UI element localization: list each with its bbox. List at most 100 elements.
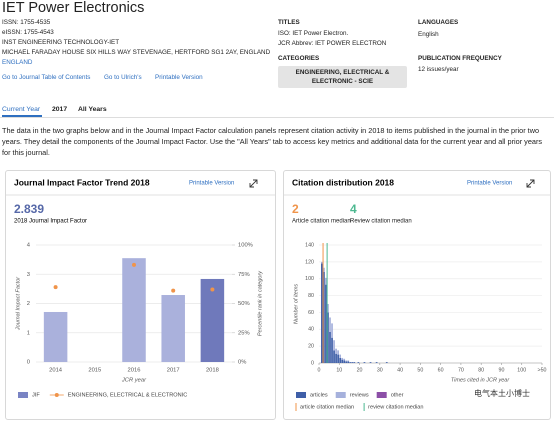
- address: MICHAEL FARADAY HOUSE SIX HILLS WAY STEV…: [2, 49, 271, 56]
- printable-link[interactable]: Printable Version: [467, 181, 512, 187]
- median-label: Review citation median: [350, 219, 412, 225]
- hist-bar: [323, 267, 325, 272]
- tab-underline: [2, 115, 42, 117]
- hist-bar: [337, 354, 339, 363]
- hist-bar: [325, 284, 327, 363]
- x-tick-label: 2017: [167, 368, 180, 374]
- y-tick-label: 3: [27, 272, 30, 278]
- tab[interactable]: 2017: [52, 106, 68, 113]
- hist-bar: [345, 360, 348, 362]
- y-tick-label: 120: [305, 259, 314, 265]
- y-tick-label: 60: [308, 310, 314, 316]
- printable-link[interactable]: Printable Version: [189, 181, 234, 187]
- hist-bar: [375, 362, 378, 363]
- legend-swatch: [335, 392, 346, 398]
- hist-bar: [321, 263, 323, 363]
- tab[interactable]: Current Year: [2, 106, 41, 113]
- tab[interactable]: All Years: [78, 106, 107, 113]
- hist-bar: [327, 312, 329, 363]
- citation-chart: Citation distribution 2018 Printable Ver…: [284, 177, 550, 411]
- y-tick-label: 20: [308, 344, 314, 350]
- hist-bar: [345, 361, 348, 363]
- x-tick-label: 100: [517, 367, 526, 373]
- hist-bar: [335, 353, 337, 363]
- eissn: eISSN: 1755-4543: [2, 29, 54, 36]
- x-tick-label: 2018: [206, 368, 219, 374]
- hist-bar: [343, 358, 346, 361]
- hist-bar: [325, 277, 327, 285]
- y2-tick-label: 25%: [238, 330, 250, 336]
- percentile-dot: [132, 262, 136, 267]
- legend-label: other: [391, 392, 404, 398]
- expand-icon[interactable]: [526, 179, 535, 188]
- hist-bar: [327, 304, 329, 313]
- x-tick-label: 60: [438, 367, 444, 373]
- legend-label: ENGINEERING, ELECTRICAL & ELECTRONIC: [68, 392, 187, 398]
- legend-label: JIF: [32, 392, 40, 398]
- x-tick-label: 0: [318, 367, 321, 373]
- category-chip[interactable]: ENGINEERING, ELECTRICAL & ELECTRONIC - S…: [278, 66, 407, 88]
- link[interactable]: Go to Journal Table of Contents: [2, 74, 91, 81]
- hist-bar: [333, 350, 335, 363]
- panel: Journal Impact Factor Trend 2018 Printab…: [5, 170, 276, 420]
- country: ENGLAND: [2, 59, 33, 66]
- hist-bar: [369, 362, 372, 363]
- y-axis-label: Number of items: [293, 284, 299, 325]
- y-axis-label: Journal Impact Factor: [15, 276, 21, 331]
- hist-bar: [349, 362, 352, 363]
- watermark: 电气本土小博士: [474, 389, 530, 398]
- bar: [43, 311, 68, 362]
- divider: [0, 117, 554, 118]
- heading: TITLES: [278, 19, 300, 26]
- x-tick-label: 80: [478, 367, 484, 373]
- y-tick-label: 140: [305, 242, 314, 248]
- hist-bar: [363, 362, 366, 363]
- link[interactable]: Go to Ulrich's: [104, 74, 142, 81]
- hist-bar: [339, 354, 341, 358]
- jif-label: 2018 Journal Impact Factor: [14, 219, 87, 225]
- bar: [161, 295, 185, 362]
- hist-bar: [385, 362, 388, 363]
- y2-tick-label: 100%: [238, 243, 253, 249]
- hist-bar: [339, 357, 341, 363]
- median-value: 2: [292, 202, 299, 216]
- x-tick-label: 2016: [128, 368, 141, 374]
- hist-bar: [329, 331, 331, 363]
- heading: PUBLICATION FREQUENCY: [418, 55, 502, 62]
- legend-swatch: [54, 393, 59, 397]
- link[interactable]: Printable Version: [155, 74, 203, 81]
- x-tick-label: 50: [417, 367, 423, 373]
- y-tick-label: 100: [305, 276, 314, 282]
- title-iso: ISO: IET Power Electron.: [278, 30, 349, 37]
- legend-label: review citation median: [368, 404, 423, 410]
- hist-bar: [347, 361, 350, 363]
- x-tick-label: 70: [458, 367, 464, 373]
- heading: LANGUAGES: [418, 19, 459, 26]
- panel-title: Citation distribution 2018: [292, 177, 394, 187]
- hist-bar: [321, 261, 323, 264]
- y-tick-label: 0: [311, 360, 314, 366]
- legend-swatch: [18, 392, 28, 398]
- heading: CATEGORIES: [278, 55, 320, 62]
- hist-bar: [347, 360, 350, 362]
- expand-icon[interactable]: [249, 179, 258, 188]
- hist-bar: [323, 271, 325, 363]
- hist-bar: [335, 348, 337, 354]
- x-tick-label: 30: [377, 367, 383, 373]
- legend-swatch: [376, 392, 387, 398]
- percentile-dot: [210, 287, 215, 292]
- frequency: 12 issues/year: [418, 66, 459, 73]
- y-tick-label: 4: [27, 243, 31, 249]
- x-tick-label: 2014: [49, 368, 63, 374]
- x-tick-label: 10: [336, 367, 342, 373]
- y-tick-label: 80: [308, 293, 314, 299]
- y-tick-label: 1: [27, 330, 30, 336]
- publisher: INST ENGINEERING TECHNOLOGY-IET: [2, 39, 120, 46]
- y2-axis-label: Percentile rank in category: [257, 270, 263, 336]
- y-tick-label: 40: [308, 327, 314, 333]
- percentile-dot: [171, 288, 176, 293]
- bar: [122, 258, 146, 362]
- x-tick-label: 2015: [88, 368, 101, 374]
- hist-bar: [343, 360, 346, 363]
